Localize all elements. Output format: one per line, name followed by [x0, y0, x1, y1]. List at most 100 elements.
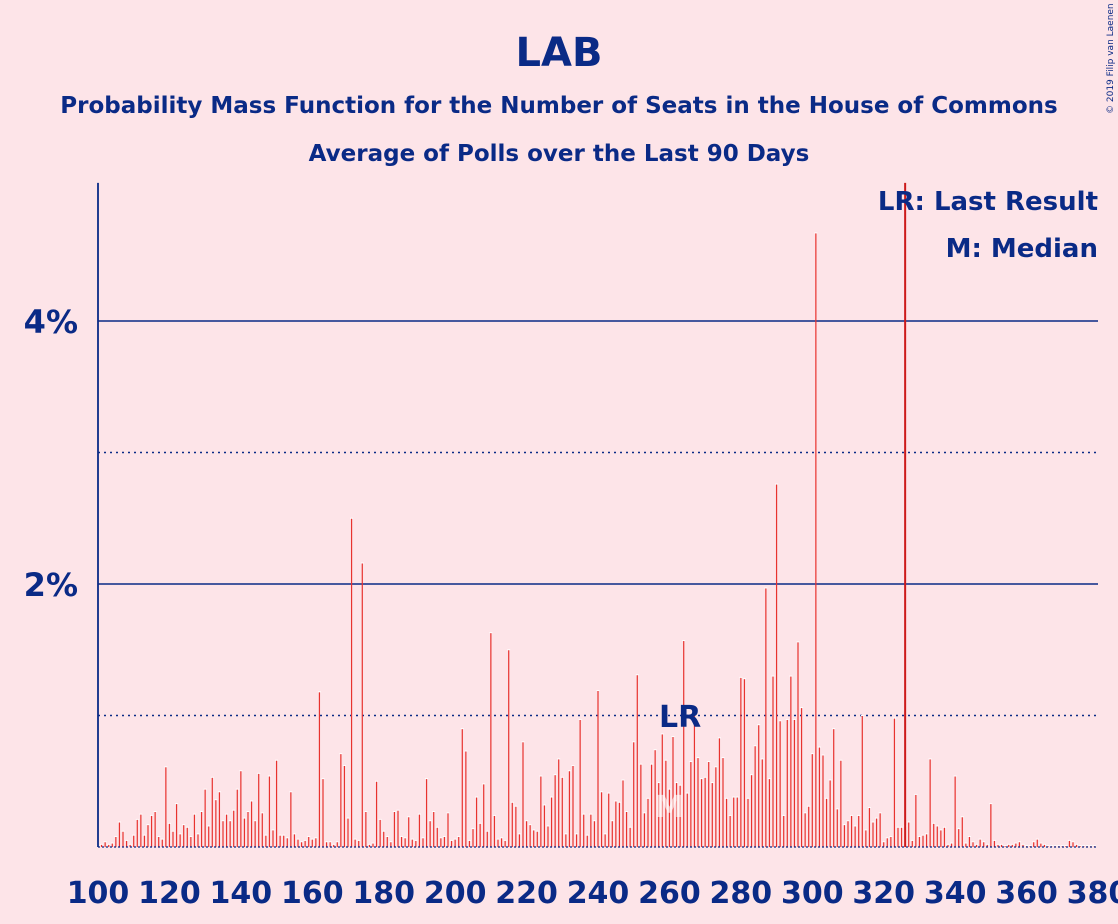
bar — [872, 822, 874, 847]
x-axis-ticks: 100 120 140 160 180 200 220 240 260 280 300 320 340 3… — [67, 876, 1118, 911]
bar — [240, 770, 242, 847]
bar — [204, 789, 206, 847]
bar — [679, 785, 681, 847]
bar — [825, 798, 828, 847]
bar — [100, 844, 103, 847]
bar — [622, 779, 624, 847]
bar — [454, 839, 456, 847]
bar — [611, 820, 613, 847]
bar — [168, 823, 171, 847]
bar — [525, 820, 528, 847]
bar — [1004, 845, 1006, 847]
bar — [900, 827, 903, 847]
bar — [672, 736, 674, 847]
bar — [908, 822, 910, 847]
bar — [711, 782, 713, 847]
bar — [136, 819, 138, 847]
bar — [311, 839, 313, 847]
bar — [393, 811, 396, 847]
bar — [961, 816, 963, 847]
bar — [183, 824, 185, 847]
bar — [725, 798, 728, 847]
bar — [443, 836, 446, 847]
x-tick-label: 120 — [138, 876, 201, 911]
bar — [925, 833, 928, 847]
bar — [861, 715, 863, 847]
bar — [568, 770, 571, 847]
bar — [350, 518, 353, 847]
bar — [140, 814, 142, 847]
bar — [304, 840, 306, 847]
bar — [768, 778, 771, 847]
x-tick-label: 280 — [710, 876, 773, 911]
bar — [575, 833, 578, 847]
bar — [636, 674, 638, 847]
bar — [429, 820, 431, 847]
bar — [936, 825, 938, 847]
bar — [300, 841, 303, 847]
x-tick-label: 140 — [210, 876, 273, 911]
y-tick-label: 2% — [24, 566, 78, 604]
chart-subtitle: Probability Mass Function for the Number… — [60, 93, 1057, 119]
bar — [733, 797, 735, 847]
chart-subtitle-2: Average of Polls over the Last 90 Days — [309, 141, 810, 167]
bar — [997, 844, 999, 847]
bar — [922, 835, 924, 847]
bar — [475, 797, 478, 847]
bar — [950, 843, 953, 847]
bar — [979, 839, 981, 847]
bar — [411, 839, 413, 847]
bar — [718, 737, 721, 847]
bar — [1000, 844, 1003, 847]
bar — [608, 793, 610, 847]
bar — [358, 840, 360, 847]
bar — [493, 815, 496, 847]
bar — [686, 793, 688, 847]
bar — [993, 840, 996, 847]
bar — [479, 823, 481, 847]
bar — [336, 841, 338, 847]
bar — [600, 791, 603, 847]
last-result-label: LR — [659, 700, 701, 735]
bar — [547, 825, 549, 847]
bar — [750, 774, 753, 847]
y-tick-label: 4% — [24, 303, 78, 341]
bar — [490, 632, 492, 847]
bar — [272, 829, 274, 847]
bar — [697, 757, 699, 847]
bar — [440, 837, 442, 847]
bar — [250, 800, 253, 847]
bar — [633, 741, 635, 847]
bar — [158, 836, 160, 847]
bar — [818, 747, 821, 847]
bar — [372, 843, 374, 847]
x-tick-label: 300 — [781, 876, 844, 911]
bar — [754, 745, 756, 847]
bar — [218, 791, 221, 847]
bar — [1015, 843, 1017, 847]
bar — [808, 806, 810, 847]
bar — [265, 835, 267, 847]
bar — [172, 831, 174, 847]
bar — [661, 733, 663, 847]
bar — [1061, 845, 1063, 847]
bar — [318, 691, 321, 847]
bar — [836, 808, 838, 847]
bar — [408, 816, 410, 847]
bar — [325, 841, 328, 847]
bar — [958, 828, 960, 847]
bar — [1011, 844, 1013, 847]
x-tick-label: 220 — [495, 876, 558, 911]
bar — [150, 815, 153, 847]
bar — [511, 802, 513, 847]
bar — [886, 837, 888, 847]
bar — [497, 839, 499, 847]
bar — [111, 843, 113, 847]
bar — [843, 824, 846, 847]
bar — [308, 836, 310, 847]
bar — [115, 836, 117, 847]
bar — [690, 761, 692, 847]
bar — [522, 741, 524, 847]
bar — [968, 836, 971, 847]
x-tick-label: 100 — [67, 876, 130, 911]
